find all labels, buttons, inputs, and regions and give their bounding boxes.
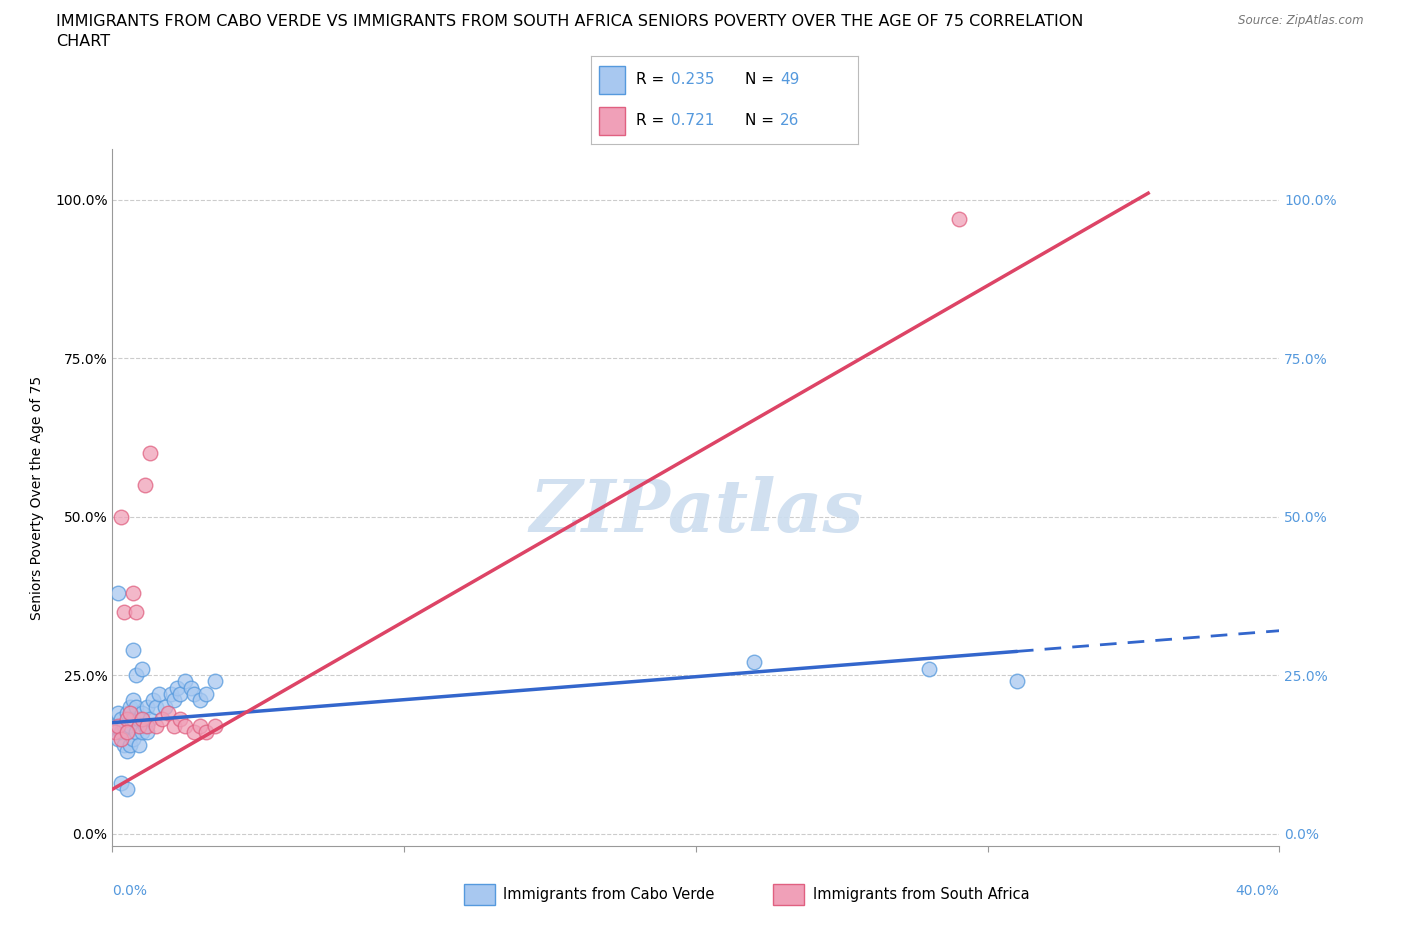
- Text: 0.235: 0.235: [671, 73, 714, 87]
- Point: [174, 718, 197, 733]
- Point: [110, 712, 132, 727]
- Text: R =: R =: [636, 113, 669, 127]
- Text: Source: ZipAtlas.com: Source: ZipAtlas.com: [1239, 14, 1364, 27]
- Text: Immigrants from Cabo Verde: Immigrants from Cabo Verde: [503, 887, 714, 902]
- Point: [163, 693, 186, 708]
- Point: [107, 718, 129, 733]
- Point: [115, 712, 138, 727]
- Point: [125, 699, 148, 714]
- Point: [110, 724, 132, 739]
- Point: [139, 445, 162, 460]
- Point: [115, 724, 138, 739]
- Text: N =: N =: [745, 73, 779, 87]
- Point: [142, 693, 165, 708]
- Point: [122, 731, 145, 746]
- Point: [204, 718, 226, 733]
- Point: [134, 718, 156, 733]
- Point: [136, 718, 159, 733]
- Text: 0.0%: 0.0%: [112, 884, 148, 898]
- Point: [118, 699, 141, 714]
- Text: 49: 49: [780, 73, 800, 87]
- Point: [118, 718, 141, 733]
- Point: [128, 718, 150, 733]
- Point: [145, 718, 167, 733]
- Point: [150, 712, 173, 727]
- Point: [204, 674, 226, 689]
- Bar: [599, 107, 626, 136]
- Point: [1005, 674, 1028, 689]
- Point: [122, 585, 145, 600]
- Point: [112, 604, 135, 619]
- Text: 26: 26: [780, 113, 800, 127]
- Point: [122, 693, 145, 708]
- Point: [194, 724, 217, 739]
- Y-axis label: Seniors Poverty Over the Age of 75: Seniors Poverty Over the Age of 75: [30, 376, 44, 619]
- Point: [183, 724, 205, 739]
- Text: N =: N =: [745, 113, 779, 127]
- Point: [145, 699, 167, 714]
- Point: [131, 712, 153, 727]
- Point: [148, 686, 170, 701]
- Text: 0.721: 0.721: [671, 113, 714, 127]
- Bar: [599, 65, 626, 94]
- Point: [169, 686, 191, 701]
- Point: [118, 737, 141, 752]
- Point: [918, 661, 941, 676]
- Point: [156, 706, 179, 721]
- Point: [112, 718, 135, 733]
- Point: [110, 509, 132, 524]
- Point: [183, 686, 205, 701]
- Point: [180, 681, 202, 696]
- Point: [125, 604, 148, 619]
- Point: [112, 737, 135, 752]
- Point: [169, 712, 191, 727]
- Point: [174, 674, 197, 689]
- Point: [948, 211, 970, 226]
- Point: [163, 718, 186, 733]
- Point: [115, 782, 138, 797]
- Point: [128, 712, 150, 727]
- Point: [160, 686, 183, 701]
- Point: [104, 718, 127, 733]
- Point: [166, 681, 188, 696]
- Point: [110, 731, 132, 746]
- Point: [115, 724, 138, 739]
- Point: [153, 699, 176, 714]
- Text: Immigrants from South Africa: Immigrants from South Africa: [813, 887, 1029, 902]
- Point: [128, 737, 150, 752]
- Point: [188, 718, 211, 733]
- Point: [134, 477, 156, 492]
- Point: [122, 643, 145, 658]
- Point: [122, 712, 145, 727]
- Point: [107, 585, 129, 600]
- Point: [188, 693, 211, 708]
- Point: [125, 668, 148, 683]
- Point: [107, 706, 129, 721]
- Text: IMMIGRANTS FROM CABO VERDE VS IMMIGRANTS FROM SOUTH AFRICA SENIORS POVERTY OVER : IMMIGRANTS FROM CABO VERDE VS IMMIGRANTS…: [56, 14, 1084, 48]
- Point: [139, 712, 162, 727]
- Point: [194, 686, 217, 701]
- Point: [110, 776, 132, 790]
- Point: [115, 706, 138, 721]
- Text: R =: R =: [636, 73, 669, 87]
- Point: [118, 706, 141, 721]
- Text: 40.0%: 40.0%: [1236, 884, 1279, 898]
- Point: [107, 731, 129, 746]
- Text: ZIPatlas: ZIPatlas: [529, 476, 863, 547]
- Point: [115, 744, 138, 759]
- Point: [742, 655, 765, 670]
- Point: [136, 699, 159, 714]
- Point: [125, 724, 148, 739]
- Point: [104, 724, 127, 739]
- Point: [136, 724, 159, 739]
- Point: [131, 706, 153, 721]
- Point: [131, 724, 153, 739]
- Point: [131, 661, 153, 676]
